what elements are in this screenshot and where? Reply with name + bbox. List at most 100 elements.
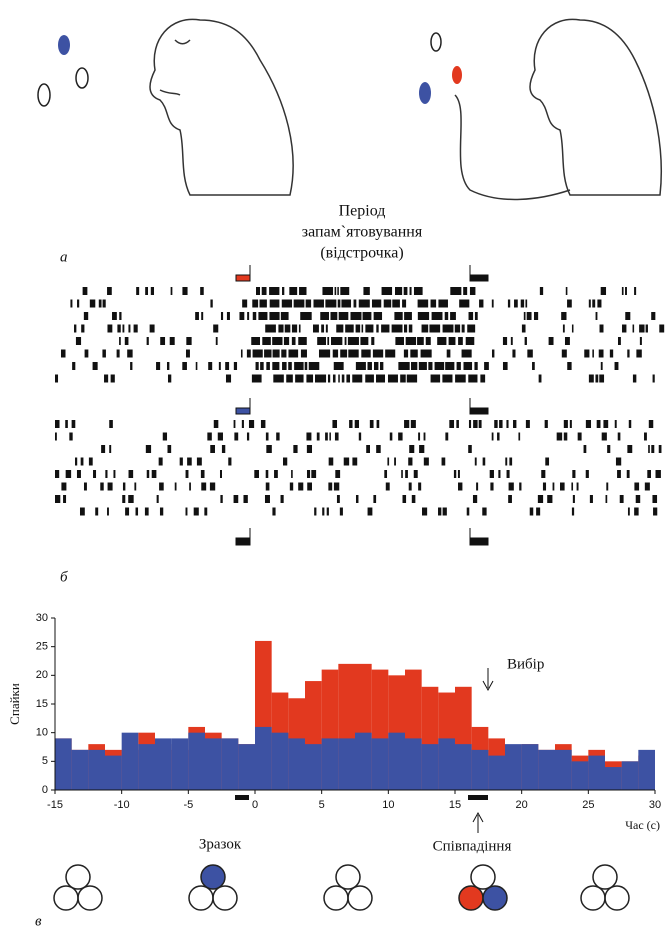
spike bbox=[482, 457, 486, 466]
spike bbox=[200, 470, 205, 478]
spike bbox=[599, 374, 605, 383]
spike bbox=[514, 299, 518, 308]
spike bbox=[318, 349, 331, 358]
spike bbox=[373, 362, 379, 370]
spike bbox=[402, 299, 407, 308]
spike bbox=[320, 312, 330, 320]
spike bbox=[75, 337, 82, 345]
spike bbox=[521, 324, 526, 333]
monkey-left bbox=[149, 18, 294, 196]
event-markers bbox=[235, 265, 489, 546]
spike bbox=[636, 349, 642, 358]
spike bbox=[512, 349, 516, 358]
x-tick-label: 15 bbox=[449, 799, 461, 811]
spike bbox=[201, 482, 207, 491]
spike bbox=[617, 337, 621, 345]
spike bbox=[454, 324, 461, 333]
x-tick-label: 5 bbox=[319, 799, 325, 811]
spike bbox=[122, 482, 126, 491]
spike bbox=[595, 312, 598, 320]
spike bbox=[70, 299, 73, 308]
stimulus bbox=[58, 35, 70, 55]
spike bbox=[133, 324, 138, 333]
spike bbox=[316, 432, 320, 441]
bar bbox=[321, 738, 339, 790]
annotation: Зразок bbox=[199, 836, 242, 852]
spike bbox=[572, 470, 576, 478]
spike bbox=[598, 349, 604, 358]
spike bbox=[354, 420, 359, 428]
spike bbox=[405, 337, 417, 345]
bar bbox=[121, 732, 139, 790]
spike bbox=[281, 349, 287, 358]
spike bbox=[365, 374, 374, 383]
spike bbox=[538, 374, 542, 383]
bar bbox=[555, 749, 572, 790]
spike bbox=[251, 337, 261, 345]
spike bbox=[453, 470, 457, 478]
spike bbox=[499, 420, 503, 428]
spike bbox=[596, 420, 601, 428]
bar bbox=[505, 744, 522, 790]
spike bbox=[109, 445, 112, 453]
spike bbox=[402, 495, 407, 503]
spike bbox=[306, 445, 313, 453]
spike bbox=[484, 362, 489, 370]
spike bbox=[576, 482, 579, 491]
spike bbox=[252, 349, 263, 358]
spike bbox=[282, 362, 287, 370]
bar bbox=[271, 732, 289, 790]
spike bbox=[63, 495, 67, 503]
stimulus bbox=[452, 66, 462, 84]
spike bbox=[289, 287, 298, 295]
spike bbox=[458, 337, 463, 345]
spike bbox=[335, 470, 341, 478]
spike bbox=[281, 299, 293, 308]
spike bbox=[467, 324, 476, 333]
spike bbox=[269, 299, 280, 308]
spike bbox=[280, 495, 284, 503]
histogram: 0 5 10 15 20 25 30 -15 -10 -5 0 5 10 15 20 25 30 Спайки Ча… bbox=[7, 612, 661, 832]
spike bbox=[84, 349, 89, 358]
spike bbox=[298, 324, 301, 333]
spike bbox=[490, 482, 494, 491]
bar bbox=[421, 744, 439, 790]
spike bbox=[328, 457, 334, 466]
spike bbox=[193, 507, 199, 516]
annotation: Співпадіння bbox=[433, 838, 512, 854]
spike bbox=[322, 507, 325, 516]
spike bbox=[83, 312, 89, 320]
spike bbox=[269, 312, 280, 320]
spike bbox=[361, 324, 364, 333]
spike bbox=[411, 495, 416, 503]
spike bbox=[325, 432, 328, 441]
bar bbox=[288, 738, 305, 790]
bar bbox=[571, 761, 589, 790]
bar bbox=[105, 755, 122, 790]
spike bbox=[519, 482, 522, 491]
spike bbox=[77, 299, 80, 308]
spike bbox=[632, 374, 637, 383]
spike bbox=[523, 312, 526, 320]
spike bbox=[480, 374, 486, 383]
spike bbox=[373, 495, 377, 503]
spike bbox=[125, 507, 130, 516]
y-tick-label: 0 bbox=[42, 784, 48, 796]
spike bbox=[394, 457, 396, 466]
spike bbox=[644, 482, 650, 491]
spike bbox=[498, 470, 501, 478]
spike bbox=[330, 312, 338, 320]
spike bbox=[298, 337, 307, 345]
spike bbox=[246, 432, 250, 441]
spike bbox=[491, 299, 494, 308]
spike bbox=[410, 349, 418, 358]
spike bbox=[159, 507, 164, 516]
spike bbox=[317, 337, 327, 345]
bar bbox=[371, 738, 389, 790]
spike bbox=[494, 420, 498, 428]
spike bbox=[383, 299, 392, 308]
spike bbox=[648, 420, 654, 428]
spike bbox=[336, 324, 344, 333]
spike bbox=[128, 495, 134, 503]
